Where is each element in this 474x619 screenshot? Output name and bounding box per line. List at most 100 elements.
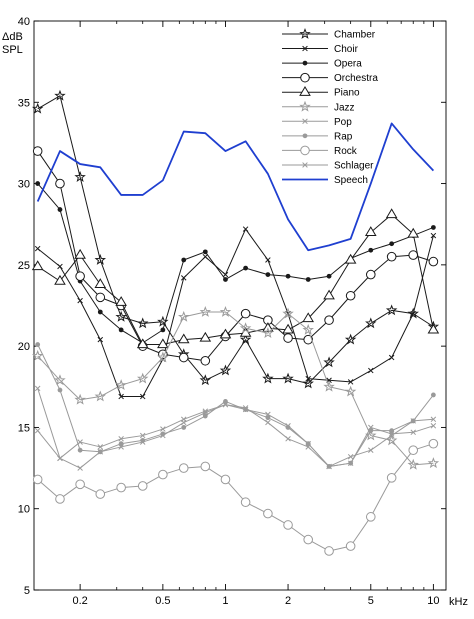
data-point-orchestra [240, 308, 251, 319]
data-point-choir [410, 310, 416, 317]
legend-marker [302, 133, 308, 139]
legend-label: Chamber [334, 30, 376, 41]
data-point-pop [285, 436, 291, 442]
data-point-rap [389, 428, 395, 434]
data-point-jazz [94, 390, 107, 402]
data-point-chamber [31, 102, 44, 114]
data-point-opera [202, 249, 208, 255]
data-point-schlager [202, 408, 209, 414]
data-point-schlager [222, 401, 229, 408]
data-point-rock [240, 497, 251, 508]
data-point-rock [158, 469, 168, 480]
legend-item-speech: Speech [282, 175, 368, 186]
data-point-rock [408, 445, 419, 455]
legend-label: Jazz [334, 102, 355, 113]
series-layer [31, 89, 440, 556]
data-point-choir [97, 336, 104, 343]
data-point-jazz [219, 305, 232, 317]
data-point-orchestra [324, 315, 334, 325]
data-point-piano [31, 260, 44, 271]
y-tick-label: 15 [18, 422, 30, 434]
x-tick-label: 1 [222, 595, 228, 607]
data-point-orchestra [32, 146, 43, 156]
data-point-piano [136, 338, 149, 349]
data-point-schlager [430, 423, 437, 429]
data-point-rap [140, 438, 146, 443]
data-point-schlager [118, 436, 124, 442]
data-point-rap [223, 399, 228, 404]
data-point-pop [430, 416, 437, 423]
data-point-schlager [388, 431, 395, 437]
data-point-jazz [115, 379, 127, 391]
data-point-piano [177, 333, 190, 344]
data-point-orchestra [428, 256, 439, 267]
series-jazz [31, 305, 440, 470]
data-point-schlager [97, 444, 104, 450]
y-tick-label: 30 [18, 179, 30, 191]
data-point-choir [34, 245, 41, 252]
legend-marker [300, 145, 310, 156]
data-point-rock [75, 479, 85, 490]
data-point-opera [160, 327, 166, 333]
data-point-jazz [74, 393, 86, 405]
legend-marker [302, 162, 308, 168]
data-point-chamber [199, 374, 212, 386]
data-point-orchestra [75, 271, 85, 282]
data-point-chamber [385, 304, 398, 316]
legend-item-opera: Opera [282, 59, 362, 70]
data-point-chamber [239, 333, 252, 345]
data-point-rap [160, 431, 166, 437]
data-point-chamber [94, 253, 107, 265]
data-point-schlager [34, 427, 41, 434]
data-point-chamber [115, 310, 127, 322]
data-point-jazz [157, 351, 169, 363]
series-opera [35, 181, 436, 346]
data-point-opera [223, 277, 228, 282]
y-tick-label: 5 [24, 585, 30, 597]
y-tick-label: 40 [18, 16, 30, 28]
series-line-rap [37, 344, 434, 467]
y-axis-label: ΔdB [2, 31, 23, 43]
x-tick-label: 5 [368, 595, 374, 607]
data-point-rap [410, 418, 416, 424]
data-point-jazz [282, 307, 294, 319]
data-point-piano [323, 289, 335, 300]
y-tick-label: 35 [18, 97, 30, 109]
legend-label: Pop [334, 117, 352, 128]
data-point-choir [180, 275, 187, 281]
data-point-opera [118, 327, 124, 333]
data-point-choir [388, 354, 395, 361]
data-point-rock [178, 463, 189, 473]
data-point-orchestra [55, 178, 65, 189]
data-point-rock [137, 481, 148, 491]
series-line-chamber [37, 95, 434, 385]
legend-label: Choir [334, 44, 359, 55]
legend-item-schlager: Schlager [282, 160, 374, 171]
data-point-rap [430, 392, 436, 398]
data-point-rap [265, 415, 271, 421]
legend-label: Schlager [334, 160, 374, 171]
x-tick-label: 2 [285, 595, 291, 607]
data-point-schlager [242, 406, 249, 413]
data-point-rap [35, 342, 41, 347]
legend-label: Rock [334, 146, 358, 157]
data-point-jazz [262, 327, 274, 339]
data-point-piano [157, 338, 169, 349]
data-point-rock [220, 474, 231, 485]
data-point-rap [57, 387, 63, 393]
series-line-opera [37, 183, 434, 344]
data-point-schlager [160, 426, 166, 432]
data-point-rap [202, 413, 208, 419]
data-point-orchestra [200, 355, 211, 366]
data-point-choir [139, 393, 146, 400]
x-tick-label: 0.2 [72, 595, 87, 607]
legend-marker [302, 60, 308, 66]
y-axis-unit-label: SPL [2, 44, 23, 56]
data-point-jazz [407, 458, 419, 470]
legend-marker [302, 45, 308, 52]
legend-label: Piano [334, 88, 360, 99]
series-line-speech [36, 122, 435, 252]
data-point-rock [55, 494, 65, 504]
data-point-piano [427, 323, 440, 334]
